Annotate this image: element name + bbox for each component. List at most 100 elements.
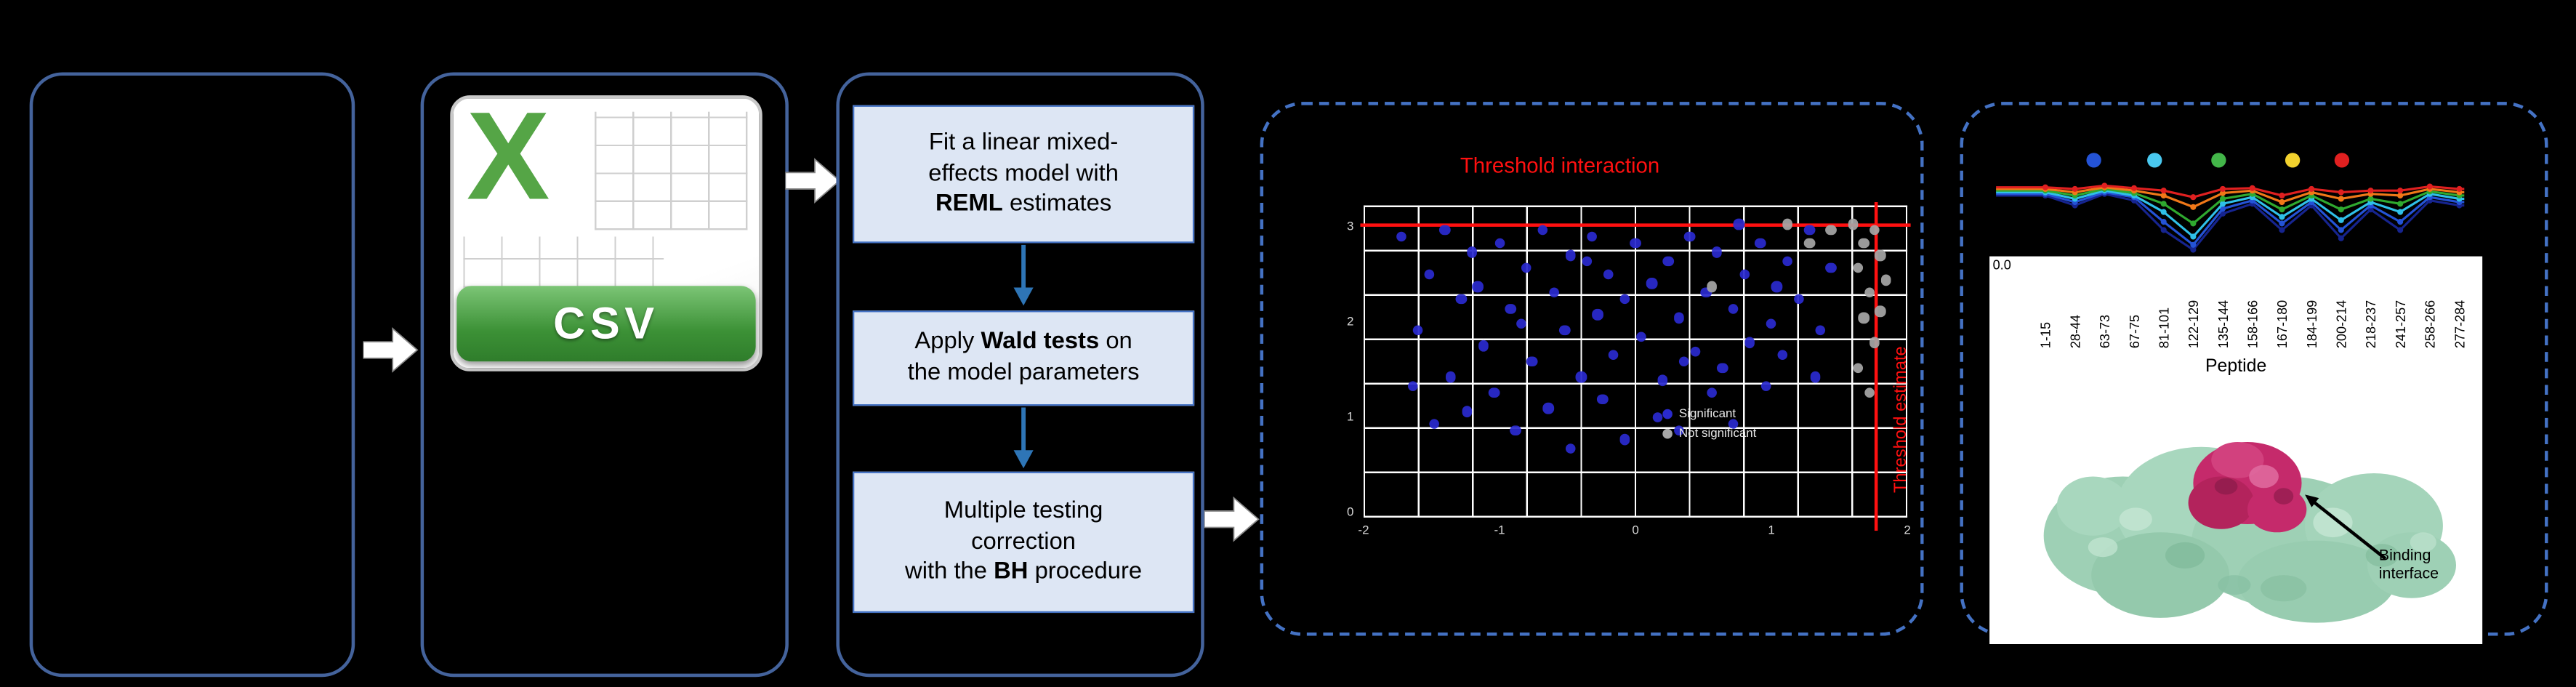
uptake-point — [2279, 206, 2285, 213]
scatter-point — [1858, 312, 1869, 324]
scatter-point — [1575, 371, 1587, 382]
protein-surface — [2043, 446, 2456, 623]
scatter-point — [1651, 412, 1663, 423]
uptake-point — [2219, 185, 2226, 192]
scatter-point — [1826, 225, 1837, 236]
timepoint-dot-icon — [2147, 153, 2162, 168]
flow-right-arrow-icon — [785, 158, 841, 204]
step-wald: Apply Wald tests on the model parameters — [853, 310, 1195, 406]
step-bh: Multiple testing correction with the BH … — [853, 471, 1195, 614]
scatter-point — [1581, 256, 1592, 268]
scatter-point — [1717, 362, 1728, 374]
y-tick-label: 1 — [1346, 409, 1354, 425]
step-bh-text: Multiple testing correction with the BH … — [905, 498, 1143, 586]
scatter-point — [1439, 225, 1451, 236]
peptide-tick-label: 81-101 — [2157, 307, 2172, 349]
legend-dot-icon — [1662, 427, 1673, 438]
uptake-point — [2219, 201, 2226, 207]
scatter-point — [1586, 231, 1598, 242]
scatter-point — [1766, 318, 1777, 329]
uptake-point — [2397, 188, 2404, 194]
scatter-point — [1646, 278, 1657, 289]
spreadsheet-grid — [595, 111, 748, 230]
scatter-point — [1445, 371, 1456, 382]
uptake-point — [2219, 190, 2226, 196]
uptake-point — [2279, 227, 2285, 233]
scatter-point — [1472, 281, 1484, 292]
peptide-tick-label: 167-180 — [2275, 300, 2290, 349]
uptake-point — [2279, 198, 2285, 206]
scatter-point — [1619, 434, 1630, 445]
uptake-point — [2072, 185, 2078, 192]
scatter-point — [1733, 219, 1744, 230]
timepoint-dot-icon — [2285, 153, 2301, 168]
uptake-y-tick-label: 0.0 — [1992, 257, 2011, 273]
scatter-point — [1684, 231, 1696, 242]
uptake-point — [2397, 192, 2404, 199]
scatter-point — [1809, 371, 1821, 382]
step-reml: Fit a linear mixed- effects model with R… — [853, 105, 1195, 244]
peptide-tick-labels: 1-15 28-44 63-73 67-75 81-101 122-129 135-144 1… — [1989, 260, 2482, 355]
scatter-point — [1744, 337, 1755, 348]
uptake-point — [2338, 227, 2344, 233]
y-tick-label: 2 — [1346, 313, 1354, 329]
scatter-point — [1489, 387, 1500, 398]
scatter-point — [1516, 318, 1527, 329]
binding-interface-highlight — [2188, 441, 2307, 533]
scatter-point — [1543, 403, 1554, 414]
legend-dot-icon — [1662, 408, 1673, 419]
scatter-point — [1565, 443, 1576, 454]
scatter-point — [1396, 231, 1407, 242]
uptake-point — [2309, 185, 2315, 192]
csv-banner: CSV — [456, 286, 756, 362]
scatter-point — [1782, 256, 1793, 268]
x-tick-label: -1 — [1494, 522, 1505, 538]
scatter-point — [1619, 294, 1630, 305]
scatter-point — [1635, 331, 1646, 342]
timepoint-dot-icon — [2334, 153, 2350, 168]
peptide-tick-label: 122-129 — [2186, 300, 2202, 349]
scatter-point — [1858, 237, 1869, 249]
scatter-point — [1711, 246, 1723, 258]
uptake-point — [2190, 204, 2197, 210]
peptide-tick-label: 158-166 — [2245, 300, 2261, 349]
scatter-point — [1673, 312, 1685, 324]
model-steps-box: Fit a linear mixed- effects model with R… — [836, 72, 1204, 678]
uptake-point — [2042, 184, 2049, 190]
peptide-tick-label: 218-237 — [2364, 300, 2379, 349]
volcano-plot — [1360, 202, 1911, 531]
uptake-point — [2101, 182, 2108, 189]
scatter-point — [1526, 356, 1538, 367]
uptake-point — [2338, 196, 2344, 202]
uptake-line-blue — [1996, 190, 2465, 246]
input-box — [29, 72, 355, 678]
scatter-point — [1592, 309, 1603, 321]
scatter-point — [1826, 262, 1837, 273]
volcano-side-label: Threshold estimate — [1891, 346, 1911, 494]
uptake-point — [2160, 219, 2167, 225]
uptake-point — [2190, 246, 2197, 253]
peptide-tick-label: 258-266 — [2423, 300, 2439, 349]
legend-label: Significant — [1678, 406, 1736, 421]
uptake-point — [2367, 196, 2374, 202]
scatter-point — [1461, 406, 1473, 417]
step-reml-text: Fit a linear mixed- effects model with R… — [928, 129, 1119, 217]
uptake-point — [2219, 205, 2226, 212]
uptake-point — [2367, 188, 2374, 194]
uptake-point — [2190, 194, 2197, 201]
uptake-point — [2249, 185, 2255, 191]
scatter-point — [1853, 262, 1864, 273]
x-tick-label: 0 — [1632, 522, 1639, 538]
peptide-tick-label: 1-15 — [2038, 321, 2054, 349]
scatter-point — [1776, 350, 1788, 361]
excel-x-glyph: X — [466, 87, 550, 227]
peptide-axis-label: Peptide — [2205, 356, 2267, 377]
scatter-point — [1467, 246, 1478, 258]
scatter-point — [1869, 337, 1880, 348]
scatter-point — [1608, 350, 1619, 361]
csv-box: X CSV — [420, 72, 789, 678]
scatter-point — [1478, 340, 1489, 351]
scatter-point — [1760, 381, 1771, 392]
volcano-title: Threshold interaction — [1460, 153, 1660, 178]
